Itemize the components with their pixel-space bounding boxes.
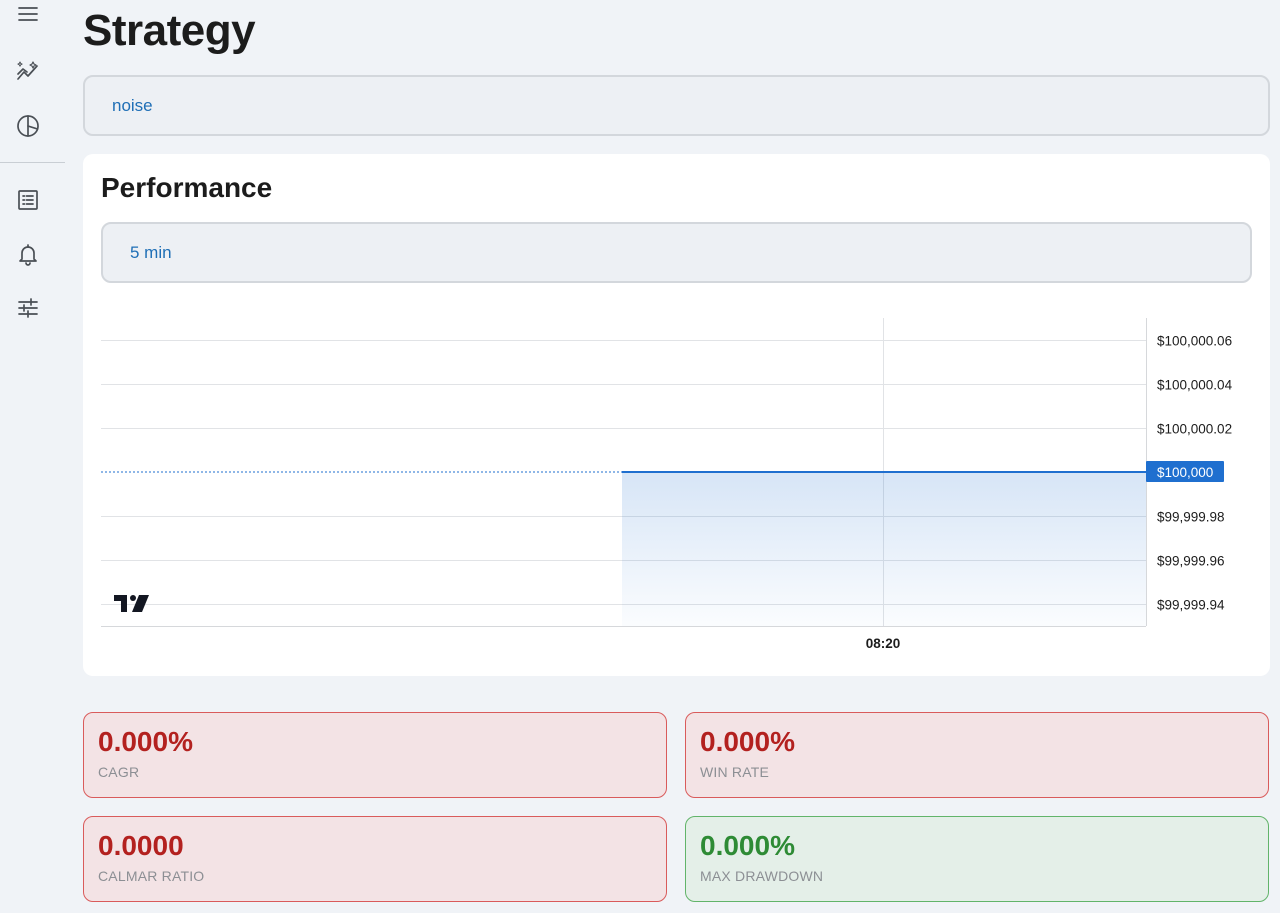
stat-value: 0.0000: [98, 830, 184, 861]
stat-label: WIN RATE: [700, 764, 770, 780]
stat-label: MAX DRAWDOWN: [700, 868, 824, 884]
stat-card-calmar-ratio: 0.0000 CALMAR RATIO: [83, 816, 667, 902]
y-tick-label: $99,999.96: [1157, 554, 1225, 569]
x-tick-label: 08:20: [866, 636, 901, 651]
stat-card-max-drawdown: 0.000% MAX DRAWDOWN: [685, 816, 1269, 902]
y-tick-label: $99,999.98: [1157, 510, 1225, 525]
strategy-select-value: noise: [112, 95, 153, 115]
last-value-label: $100,000: [1157, 465, 1213, 480]
stat-card-win-rate: 0.000% WIN RATE: [685, 712, 1269, 798]
nav-strategies[interactable]: [10, 54, 46, 90]
bell-icon: [19, 244, 37, 266]
tune-icon: [18, 298, 38, 318]
list-icon: [18, 190, 38, 210]
last-value-label-bg: [1146, 461, 1224, 482]
performance-chart[interactable]: $100,000.06 $100,000.04 $100,000.02 $99,999…: [83, 154, 1270, 676]
strategy-select[interactable]: noise: [83, 75, 1270, 136]
y-tick-label: $100,000.04: [1157, 378, 1233, 393]
stat-value: 0.000%: [98, 726, 193, 757]
menu-button[interactable]: [10, 0, 46, 32]
pie-chart-icon: [17, 115, 39, 137]
stat-value: 0.000%: [700, 830, 795, 861]
sidebar-divider: [0, 162, 65, 163]
stat-label: CALMAR RATIO: [98, 868, 205, 884]
tradingview-logo-icon[interactable]: [114, 595, 149, 612]
auto-graph-icon: [17, 61, 38, 80]
y-tick-label: $100,000.06: [1157, 334, 1232, 349]
menu-icon: [18, 7, 38, 21]
interval-select[interactable]: 5 min: [101, 222, 1252, 283]
nav-settings[interactable]: [10, 290, 46, 326]
y-tick-label: $99,999.94: [1157, 598, 1225, 613]
series-area: [622, 472, 1146, 626]
sidebar: [0, 0, 65, 913]
page-title: Strategy: [83, 6, 256, 55]
interval-select-value: 5 min: [130, 242, 172, 262]
stat-value: 0.000%: [700, 726, 795, 757]
y-tick-label: $100,000.02: [1157, 422, 1232, 437]
performance-card: Performance 5 min $100,000.06 $100,000.04…: [83, 154, 1270, 676]
nav-orders[interactable]: [10, 182, 46, 218]
performance-title: Performance: [101, 172, 273, 203]
nav-alerts[interactable]: [10, 236, 46, 272]
stat-label: CAGR: [98, 764, 140, 780]
nav-portfolio[interactable]: [10, 108, 46, 144]
stat-card-cagr: 0.000% CAGR: [83, 712, 667, 798]
